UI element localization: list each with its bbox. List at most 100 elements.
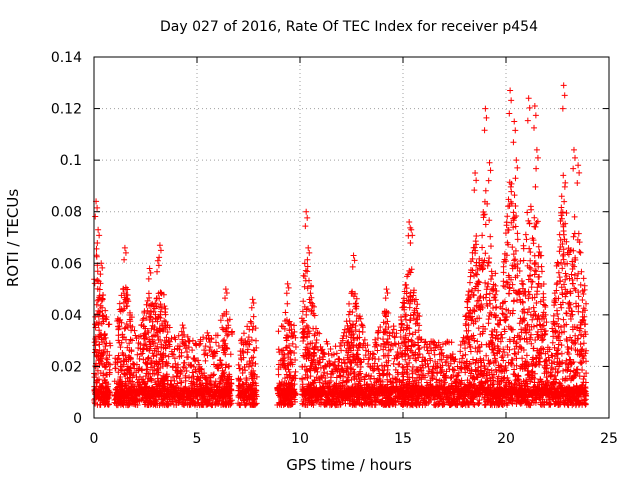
data-point (144, 297, 151, 304)
data-point (100, 292, 107, 299)
data-point (202, 343, 209, 350)
data-point (168, 335, 175, 342)
data-point (153, 351, 160, 358)
data-point (170, 351, 177, 358)
data-point (224, 345, 231, 352)
data-point (148, 376, 155, 383)
data-point (164, 373, 171, 380)
data-point (139, 367, 146, 374)
data-point (196, 341, 203, 348)
data-point (222, 340, 229, 347)
data-point (181, 364, 188, 371)
data-point (105, 381, 112, 388)
data-point (106, 352, 113, 359)
data-point (144, 361, 151, 368)
data-point (172, 360, 179, 367)
data-point (214, 332, 221, 339)
data-point (154, 343, 161, 350)
data-point (127, 355, 134, 362)
data-point (155, 369, 162, 376)
data-point (168, 380, 175, 387)
data-point (157, 308, 164, 315)
data-point (173, 384, 180, 391)
data-point (107, 390, 114, 397)
data-point (184, 333, 191, 340)
data-point (162, 311, 169, 318)
data-point (121, 325, 128, 332)
data-point (93, 253, 100, 260)
data-point (94, 277, 101, 284)
data-point (191, 355, 198, 362)
data-point (149, 367, 156, 374)
data-point (97, 308, 104, 315)
data-point (155, 361, 162, 368)
data-point (164, 329, 171, 336)
data-point (105, 360, 112, 367)
data-point (161, 303, 168, 310)
data-point (115, 332, 122, 339)
data-point (228, 380, 235, 387)
data-point (200, 334, 207, 341)
data-point (201, 351, 208, 358)
data-point (166, 324, 173, 331)
data-point (189, 347, 196, 354)
data-point (141, 308, 148, 315)
data-point (171, 355, 178, 362)
data-point (227, 351, 234, 358)
data-point (100, 372, 107, 379)
data-point (226, 363, 233, 370)
data-point (107, 361, 114, 368)
data-point (207, 344, 214, 351)
data-point (217, 357, 224, 364)
data-point (226, 316, 233, 323)
data-point (115, 369, 122, 376)
data-point (215, 365, 222, 372)
data-point (183, 367, 190, 374)
data-point (140, 376, 147, 383)
data-point (129, 337, 136, 344)
data-point (228, 397, 235, 404)
data-point (94, 268, 101, 275)
data-point (100, 350, 107, 357)
data-point (102, 334, 109, 341)
data-point (176, 343, 183, 350)
data-point (156, 295, 163, 302)
data-point (140, 346, 147, 353)
data-point (151, 323, 158, 330)
data-point (223, 311, 230, 318)
data-point (195, 357, 202, 364)
data-point (186, 374, 193, 381)
data-point (229, 328, 236, 335)
data-point (175, 332, 182, 339)
data-point (215, 342, 222, 349)
data-point (224, 332, 231, 339)
data-point (131, 327, 138, 334)
data-point (185, 354, 192, 361)
data-point (165, 360, 172, 367)
data-point (213, 348, 220, 355)
data-point (105, 401, 112, 408)
data-point (124, 292, 131, 299)
data-point (129, 323, 136, 330)
data-point (185, 344, 192, 351)
data-point (122, 352, 129, 359)
data-point (127, 364, 134, 371)
data-point (235, 361, 242, 368)
data-point (169, 350, 176, 357)
data-point (118, 319, 125, 326)
data-point (165, 353, 172, 360)
data-point (150, 353, 157, 360)
data-point (99, 352, 106, 359)
data-point (184, 349, 191, 356)
data-point (96, 286, 103, 293)
data-point (102, 307, 109, 314)
data-point (209, 372, 216, 379)
data-point (210, 371, 217, 378)
data-point (193, 380, 200, 387)
data-point (151, 340, 158, 347)
data-point (102, 364, 109, 371)
data-point (204, 352, 211, 359)
data-point (181, 359, 188, 366)
data-point (178, 368, 185, 375)
data-point (177, 385, 184, 392)
